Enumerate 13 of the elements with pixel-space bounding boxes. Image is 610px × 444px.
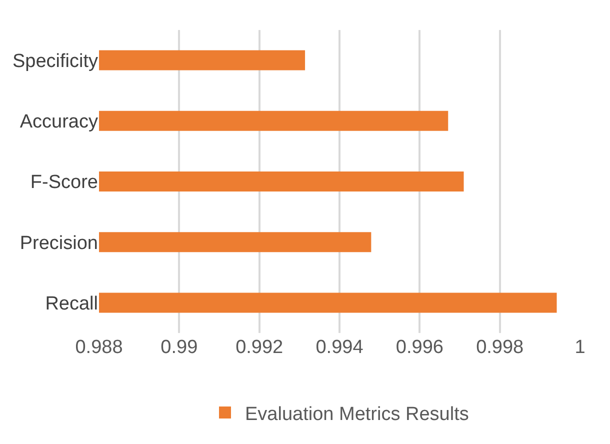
y-tick-label: Recall xyxy=(45,293,98,314)
x-tick-label: 0.992 xyxy=(236,337,284,358)
y-tick-label: Specificity xyxy=(12,50,98,72)
x-tick-label: 0.988 xyxy=(75,337,123,358)
legend-label: Evaluation Metrics Results xyxy=(245,404,469,425)
x-tick-label: 0.998 xyxy=(476,337,524,358)
x-tick-label: 0.994 xyxy=(316,337,364,358)
x-tick-label: 1 xyxy=(574,337,586,358)
y-tick-label: Precision xyxy=(20,232,98,254)
y-tick-label: F-Score xyxy=(30,172,98,194)
x-tick-label: 0.99 xyxy=(160,337,198,358)
x-tick-label: 0.996 xyxy=(396,337,444,358)
y-tick-label: Accuracy xyxy=(20,112,98,133)
